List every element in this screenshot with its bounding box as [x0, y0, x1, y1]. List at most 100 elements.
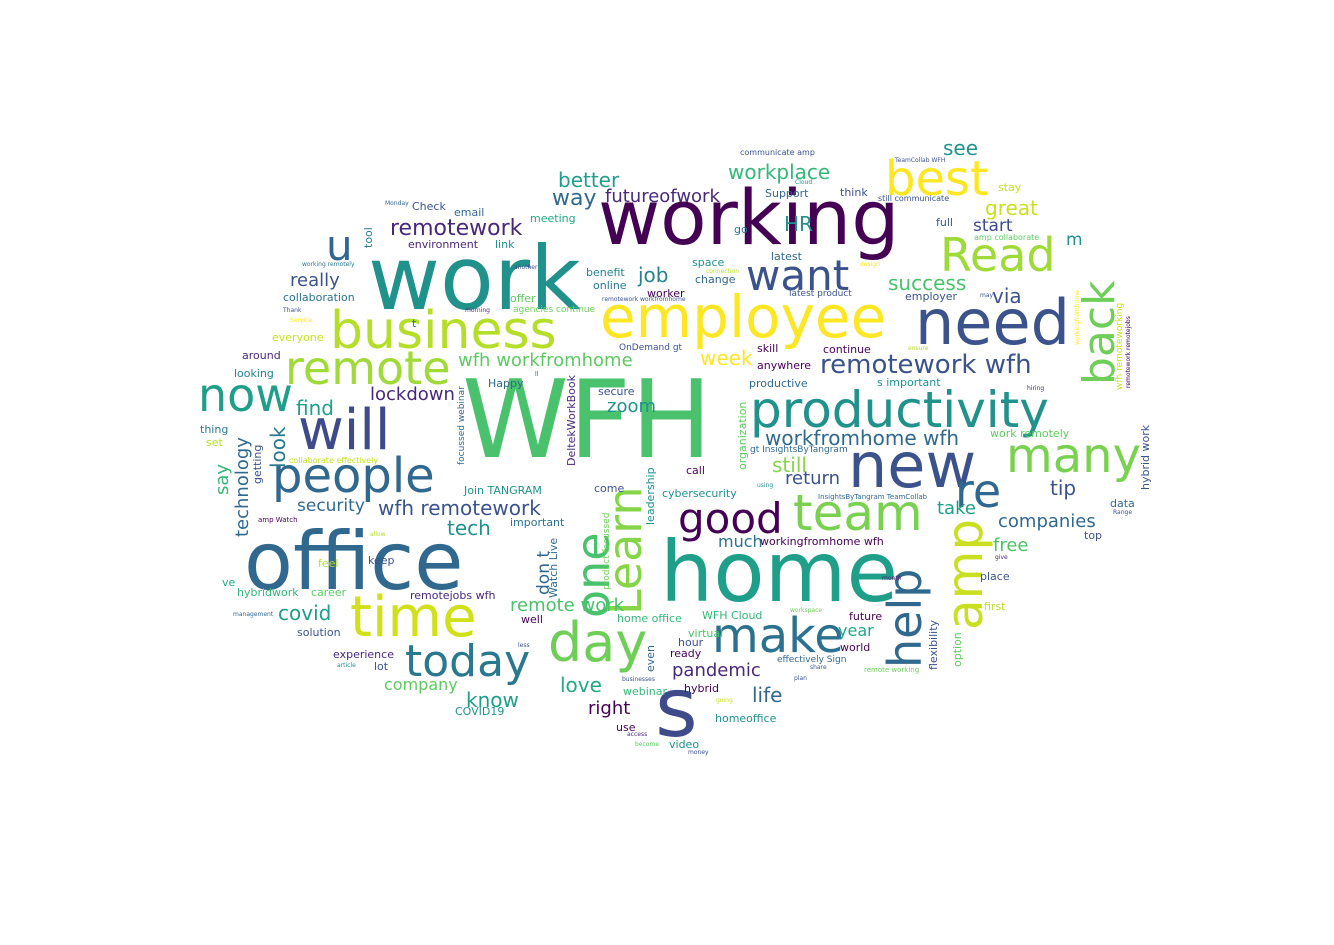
word: hybrid work [1139, 424, 1152, 490]
word: money [688, 749, 709, 756]
word: less [518, 642, 530, 649]
word: organization [736, 401, 749, 470]
word: team [793, 484, 923, 542]
word: day [548, 611, 648, 674]
word: great [985, 196, 1038, 220]
word: skill [757, 342, 779, 355]
word: job [638, 263, 669, 287]
word: remote working [864, 666, 920, 674]
word: lockdown [370, 384, 455, 405]
word: another [514, 264, 538, 271]
word: thing [200, 423, 229, 436]
word: today [405, 636, 531, 687]
word: space [692, 256, 725, 269]
word: remote [285, 341, 451, 395]
word: workingfromhome wfh [760, 535, 884, 548]
word: tip [1050, 476, 1077, 500]
word: will [298, 398, 391, 463]
word: place [980, 570, 1010, 583]
word: access [627, 731, 648, 738]
word: remotework [390, 216, 523, 241]
word: Join TANGRAM [464, 484, 542, 497]
word: productive [749, 377, 808, 390]
word: come [594, 482, 625, 495]
word: productivity [750, 381, 1049, 439]
word: DeltekWorkBook [565, 375, 578, 466]
word: well [521, 613, 543, 626]
word: still [772, 453, 807, 477]
word: set [206, 436, 223, 449]
word: work remotely [990, 427, 1070, 440]
word: product focussed [602, 512, 612, 590]
word: change [695, 273, 736, 286]
word: COVID19 [455, 705, 505, 718]
word: Watch Live [547, 537, 560, 598]
word: employee [600, 283, 887, 351]
word: workingfromhome [1074, 290, 1081, 345]
word: wfh remotework [378, 496, 541, 520]
word: call [686, 464, 705, 477]
word: remotework workfromhome [602, 296, 686, 303]
word: design [860, 261, 880, 268]
word: right [588, 698, 631, 719]
word: connection [706, 268, 740, 275]
word: hybridwork [237, 586, 299, 599]
word: think [840, 186, 868, 199]
word: solution [297, 626, 341, 639]
word: re [955, 464, 1002, 518]
word: Thank [283, 307, 302, 314]
word: remotework wfh [820, 350, 1032, 380]
word: OnDemand gt [619, 343, 683, 353]
word: better [558, 168, 620, 192]
word: full [936, 216, 953, 229]
word: looking [234, 367, 274, 380]
word: Monday [385, 200, 409, 207]
word: s important [877, 376, 941, 389]
word: article [337, 662, 356, 669]
word: continue [823, 343, 871, 356]
word: allow [370, 531, 386, 538]
word: ensure [908, 345, 929, 352]
word: important [510, 516, 565, 529]
word: tool [362, 227, 375, 248]
word: latest [771, 250, 802, 263]
word: way [552, 186, 597, 211]
word: keep [368, 554, 395, 567]
word: ll [535, 371, 539, 378]
word: worker [647, 287, 685, 300]
word: hour [678, 636, 704, 649]
word: world [840, 641, 871, 654]
word: environment [408, 238, 479, 251]
word: workplace [728, 160, 831, 184]
word: feel [318, 557, 339, 570]
word: link [495, 238, 515, 251]
word: zoom [607, 396, 657, 417]
word: Check [412, 200, 446, 213]
word: ve [222, 576, 236, 589]
word: HR [784, 212, 813, 236]
word: office [244, 515, 464, 608]
word: remote work [510, 595, 625, 616]
word: time [350, 585, 477, 650]
word: futureofwork [605, 186, 720, 207]
word: go [734, 223, 748, 236]
word: share [810, 664, 827, 671]
word: make [712, 608, 844, 664]
word: virtual [688, 627, 724, 640]
word: WFH [462, 358, 713, 483]
word: new [848, 429, 977, 502]
word: Support [765, 187, 809, 200]
word: wfh remoteworking [1115, 302, 1125, 390]
word: say [212, 463, 233, 495]
word: management [233, 611, 274, 618]
word: look [266, 426, 290, 468]
word: success [888, 271, 967, 295]
word: benefit [586, 266, 625, 279]
word: best [885, 151, 989, 207]
word: m [1066, 230, 1083, 250]
word: s [655, 661, 698, 756]
word: data [1110, 497, 1135, 510]
word: latest product [789, 289, 852, 299]
word: free [993, 535, 1029, 556]
word: via [992, 284, 1022, 308]
